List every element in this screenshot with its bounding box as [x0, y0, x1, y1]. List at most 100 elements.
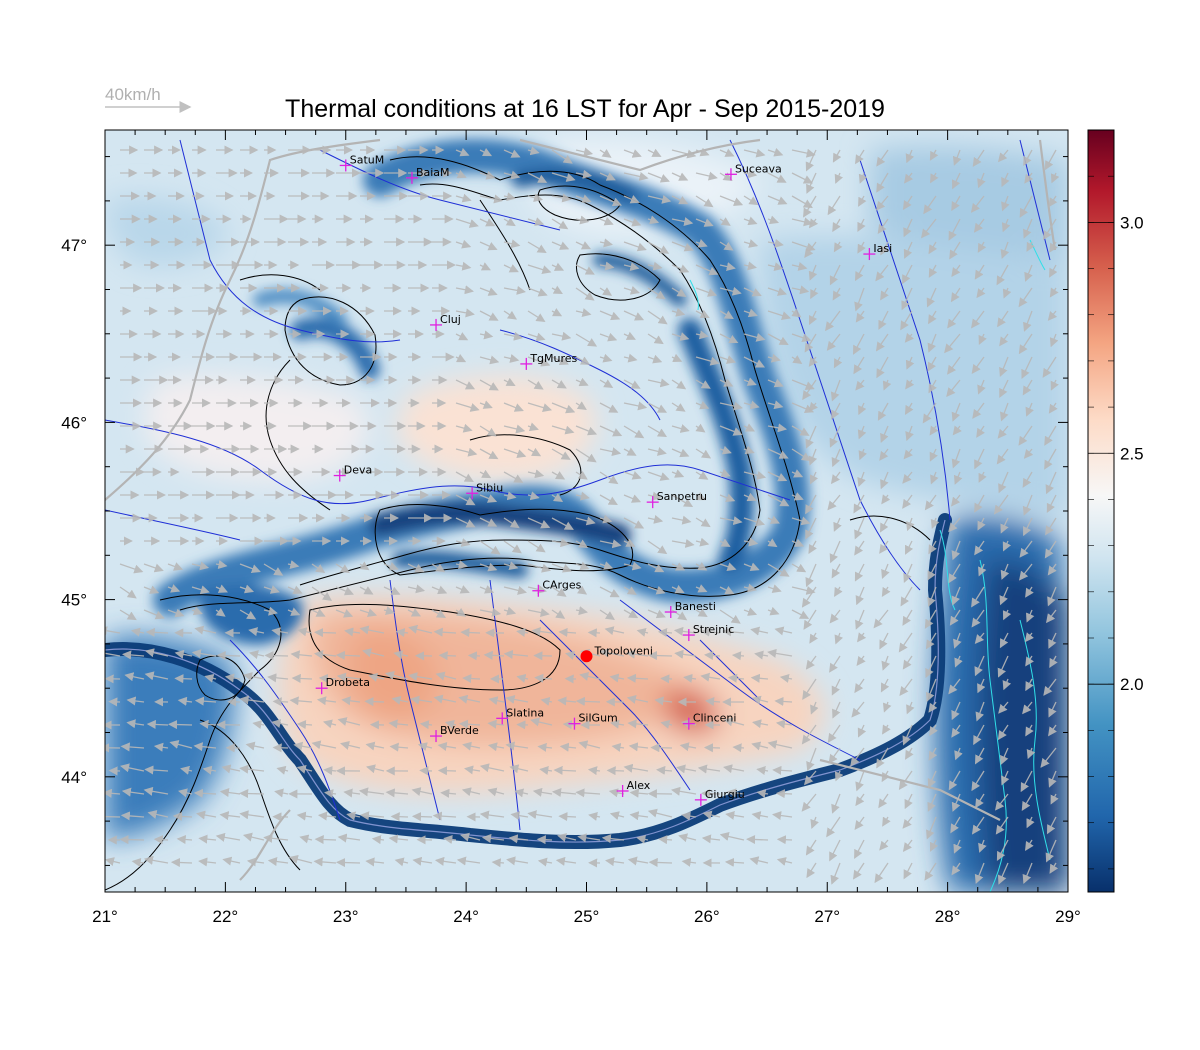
wind-arrow [599, 609, 615, 621]
wind-arrow [527, 469, 545, 479]
location-label: Alex [627, 779, 651, 792]
wind-arrow [829, 425, 841, 448]
wind-arrow [971, 356, 985, 374]
wind-arrow [1025, 839, 1034, 851]
location-label: Slatina [506, 706, 544, 719]
wind-arrow [609, 811, 625, 821]
wind-arrow [503, 540, 522, 554]
wind-arrow [900, 586, 913, 607]
wind-arrow [503, 517, 520, 529]
wind-arrow [527, 287, 548, 297]
wind-arrow [1050, 379, 1059, 391]
wind-arrow [608, 788, 625, 798]
wind-arrow [654, 696, 673, 706]
lon-tick-label: 27° [814, 907, 840, 926]
wind-arrow [927, 770, 937, 789]
wind-arrow [951, 448, 961, 469]
wind-arrow [551, 538, 570, 548]
wind-arrow [650, 743, 673, 753]
wind-arrow [977, 172, 986, 189]
wind-arrow [575, 401, 587, 411]
wind-arrow [923, 195, 937, 215]
wind-arrow [506, 856, 529, 866]
wind-arrow [804, 333, 817, 353]
wind-arrow [695, 218, 714, 227]
wind-arrow [972, 149, 985, 167]
wind-arrow [198, 857, 217, 867]
wind-arrow [929, 149, 939, 161]
wind-arrow [829, 839, 841, 862]
wind-arrow [340, 740, 361, 750]
location-label: Deva [344, 464, 373, 477]
wind-arrow [695, 195, 714, 208]
wind-arrow [767, 378, 784, 388]
wind-arrow [925, 655, 937, 679]
wind-arrow [857, 425, 867, 440]
wind-arrow [1025, 678, 1034, 692]
location-label: Sibiu [476, 481, 503, 494]
wind-arrow [147, 809, 169, 819]
location-strejnic: Strejnic [682, 623, 734, 642]
wind-arrow [695, 356, 720, 366]
wind-arrow [648, 857, 673, 868]
wind-arrow [335, 586, 354, 596]
wind-arrow [143, 855, 169, 865]
wind-arrow [855, 379, 865, 391]
wind-arrow [144, 671, 169, 681]
location-satum: SatuM [339, 153, 384, 172]
wind-arrow [105, 626, 121, 636]
wind-arrow [623, 517, 645, 529]
wind-arrow [193, 788, 217, 798]
wind-arrow [876, 172, 889, 193]
wind-arrow [587, 766, 601, 776]
wind-arrow [831, 448, 841, 468]
wind-arrow [810, 701, 819, 715]
location-suceava: Suceava [724, 162, 782, 181]
wind-arrow [882, 724, 891, 735]
wind-arrow [636, 627, 649, 637]
wind-arrow [527, 379, 544, 390]
location-label: TgMures [529, 352, 577, 365]
wind-arrow [1000, 747, 1009, 766]
wind-arrow [487, 787, 505, 797]
wind-arrow [455, 193, 472, 203]
wind-arrow [527, 810, 553, 820]
wind-arrow [974, 747, 985, 765]
wind-arrow [977, 379, 986, 395]
wind-arrow [337, 833, 361, 843]
wind-arrow [287, 560, 300, 569]
wind-arrow [153, 742, 169, 752]
wind-arrow [239, 788, 265, 799]
wind-arrow [671, 515, 692, 525]
location-cluj: Cluj [430, 313, 461, 331]
wind-arrow [946, 379, 961, 398]
wind-arrow [551, 586, 567, 597]
wind-arrow [551, 218, 569, 230]
wind-arrow [791, 333, 812, 342]
wind-arrow [804, 241, 817, 259]
wind-arrow [647, 402, 668, 413]
wind-arrow [1046, 609, 1057, 624]
wind-arrow [575, 377, 589, 387]
wind-arrow [999, 402, 1009, 422]
wind-arrow [971, 586, 985, 608]
wind-arrow [336, 672, 361, 682]
wind-arrow [552, 787, 577, 798]
wind-arrow [827, 195, 841, 216]
wind-arrow [599, 539, 622, 549]
wind-arrow [503, 649, 529, 660]
lon-tick-label: 24° [453, 907, 479, 926]
wind-arrow [178, 788, 193, 798]
wind-arrow [928, 310, 937, 325]
wind-arrow [599, 447, 622, 457]
wind-arrow [479, 379, 499, 391]
wind-arrow [801, 586, 817, 608]
wind-arrow [313, 628, 337, 638]
wind-arrow [503, 402, 524, 412]
wind-arrow [527, 172, 548, 183]
wind-arrow [1000, 563, 1010, 580]
wind-arrow [997, 862, 1009, 885]
wind-arrow [791, 492, 804, 501]
wind-arrow [808, 310, 818, 326]
wind-arrow [647, 425, 668, 438]
